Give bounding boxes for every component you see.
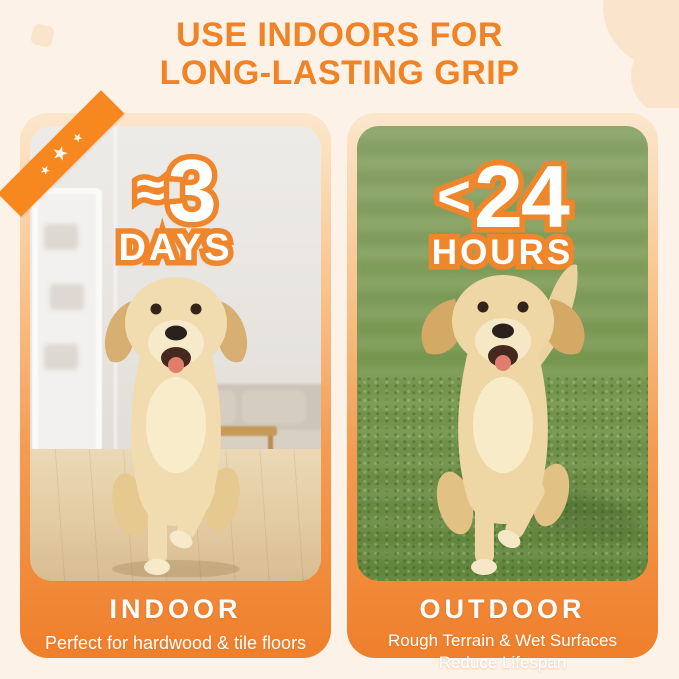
outdoor-description: Rough Terrain & Wet Surfaces Reduce Life… [347, 630, 658, 674]
indoor-duration: ≈3 DAYS ≈3 DAYS [30, 141, 321, 273]
couch-cushion [241, 390, 306, 424]
indoor-dog-illustration [104, 277, 247, 577]
doorway-shelf [50, 284, 84, 310]
star-icon: ★ [47, 140, 75, 167]
approx-symbol: ≈ [136, 160, 165, 219]
less-than-symbol: < [437, 164, 471, 230]
duration-text: <24 HOURS [357, 147, 648, 273]
page-title: USE INDOORS FOR LONG-LASTING GRIP [0, 16, 679, 92]
outdoor-photo: <24 HOURS <24 HOURS [357, 126, 648, 581]
indoor-photo: ≈3 DAYS ≈3 DAYS [30, 126, 321, 581]
duration-unit-label: DAYS [118, 227, 233, 270]
wall-edge [114, 126, 117, 454]
outdoor-label: OUTDOOR [419, 594, 586, 624]
indoor-caption: INDOOR Perfect for hardwood & tile floor… [20, 581, 331, 655]
indoor-doorway [38, 194, 96, 452]
outdoor-duration: <24 HOURS <24 HOURS [357, 147, 648, 276]
duration-outline: ≈3 DAYS [113, 141, 235, 273]
doorway-shelf [44, 224, 78, 250]
duration-number: 24 [473, 147, 570, 246]
indoor-label: INDOOR [109, 594, 242, 624]
doorway-shelf [44, 344, 78, 370]
outdoor-dog-illustration [421, 264, 584, 575]
indoor-card: ≈3 DAYS ≈3 DAYS ★ ★ ★ INDOOR Perfect for… [0, 90, 331, 658]
duration-outline: <24 HOURS [426, 147, 575, 276]
outdoor-caption: OUTDOOR Rough Terrain & Wet Surfaces Red… [347, 581, 658, 674]
duration-unit-label: HOURS [431, 233, 574, 273]
indoor-description: Perfect for hardwood & tile floors [44, 633, 307, 653]
star-icon: ★ [68, 128, 86, 147]
decor-cloud-blob [603, 0, 679, 108]
title-line-1: USE INDOORS FOR [176, 16, 503, 54]
outdoor-description-line-2: Reduce Lifespan [438, 653, 567, 673]
outdoor-description-line-1: Rough Terrain & Wet Surfaces [388, 631, 617, 650]
title-line-2: LONG-LASTING GRIP [159, 54, 520, 92]
duration-number: 3 [167, 141, 217, 240]
outdoor-card: <24 HOURS <24 HOURS OUTDOOR Rough Terrai… [347, 113, 658, 672]
duration-text: ≈3 DAYS [30, 141, 321, 270]
star-icon: ★ [36, 160, 54, 179]
